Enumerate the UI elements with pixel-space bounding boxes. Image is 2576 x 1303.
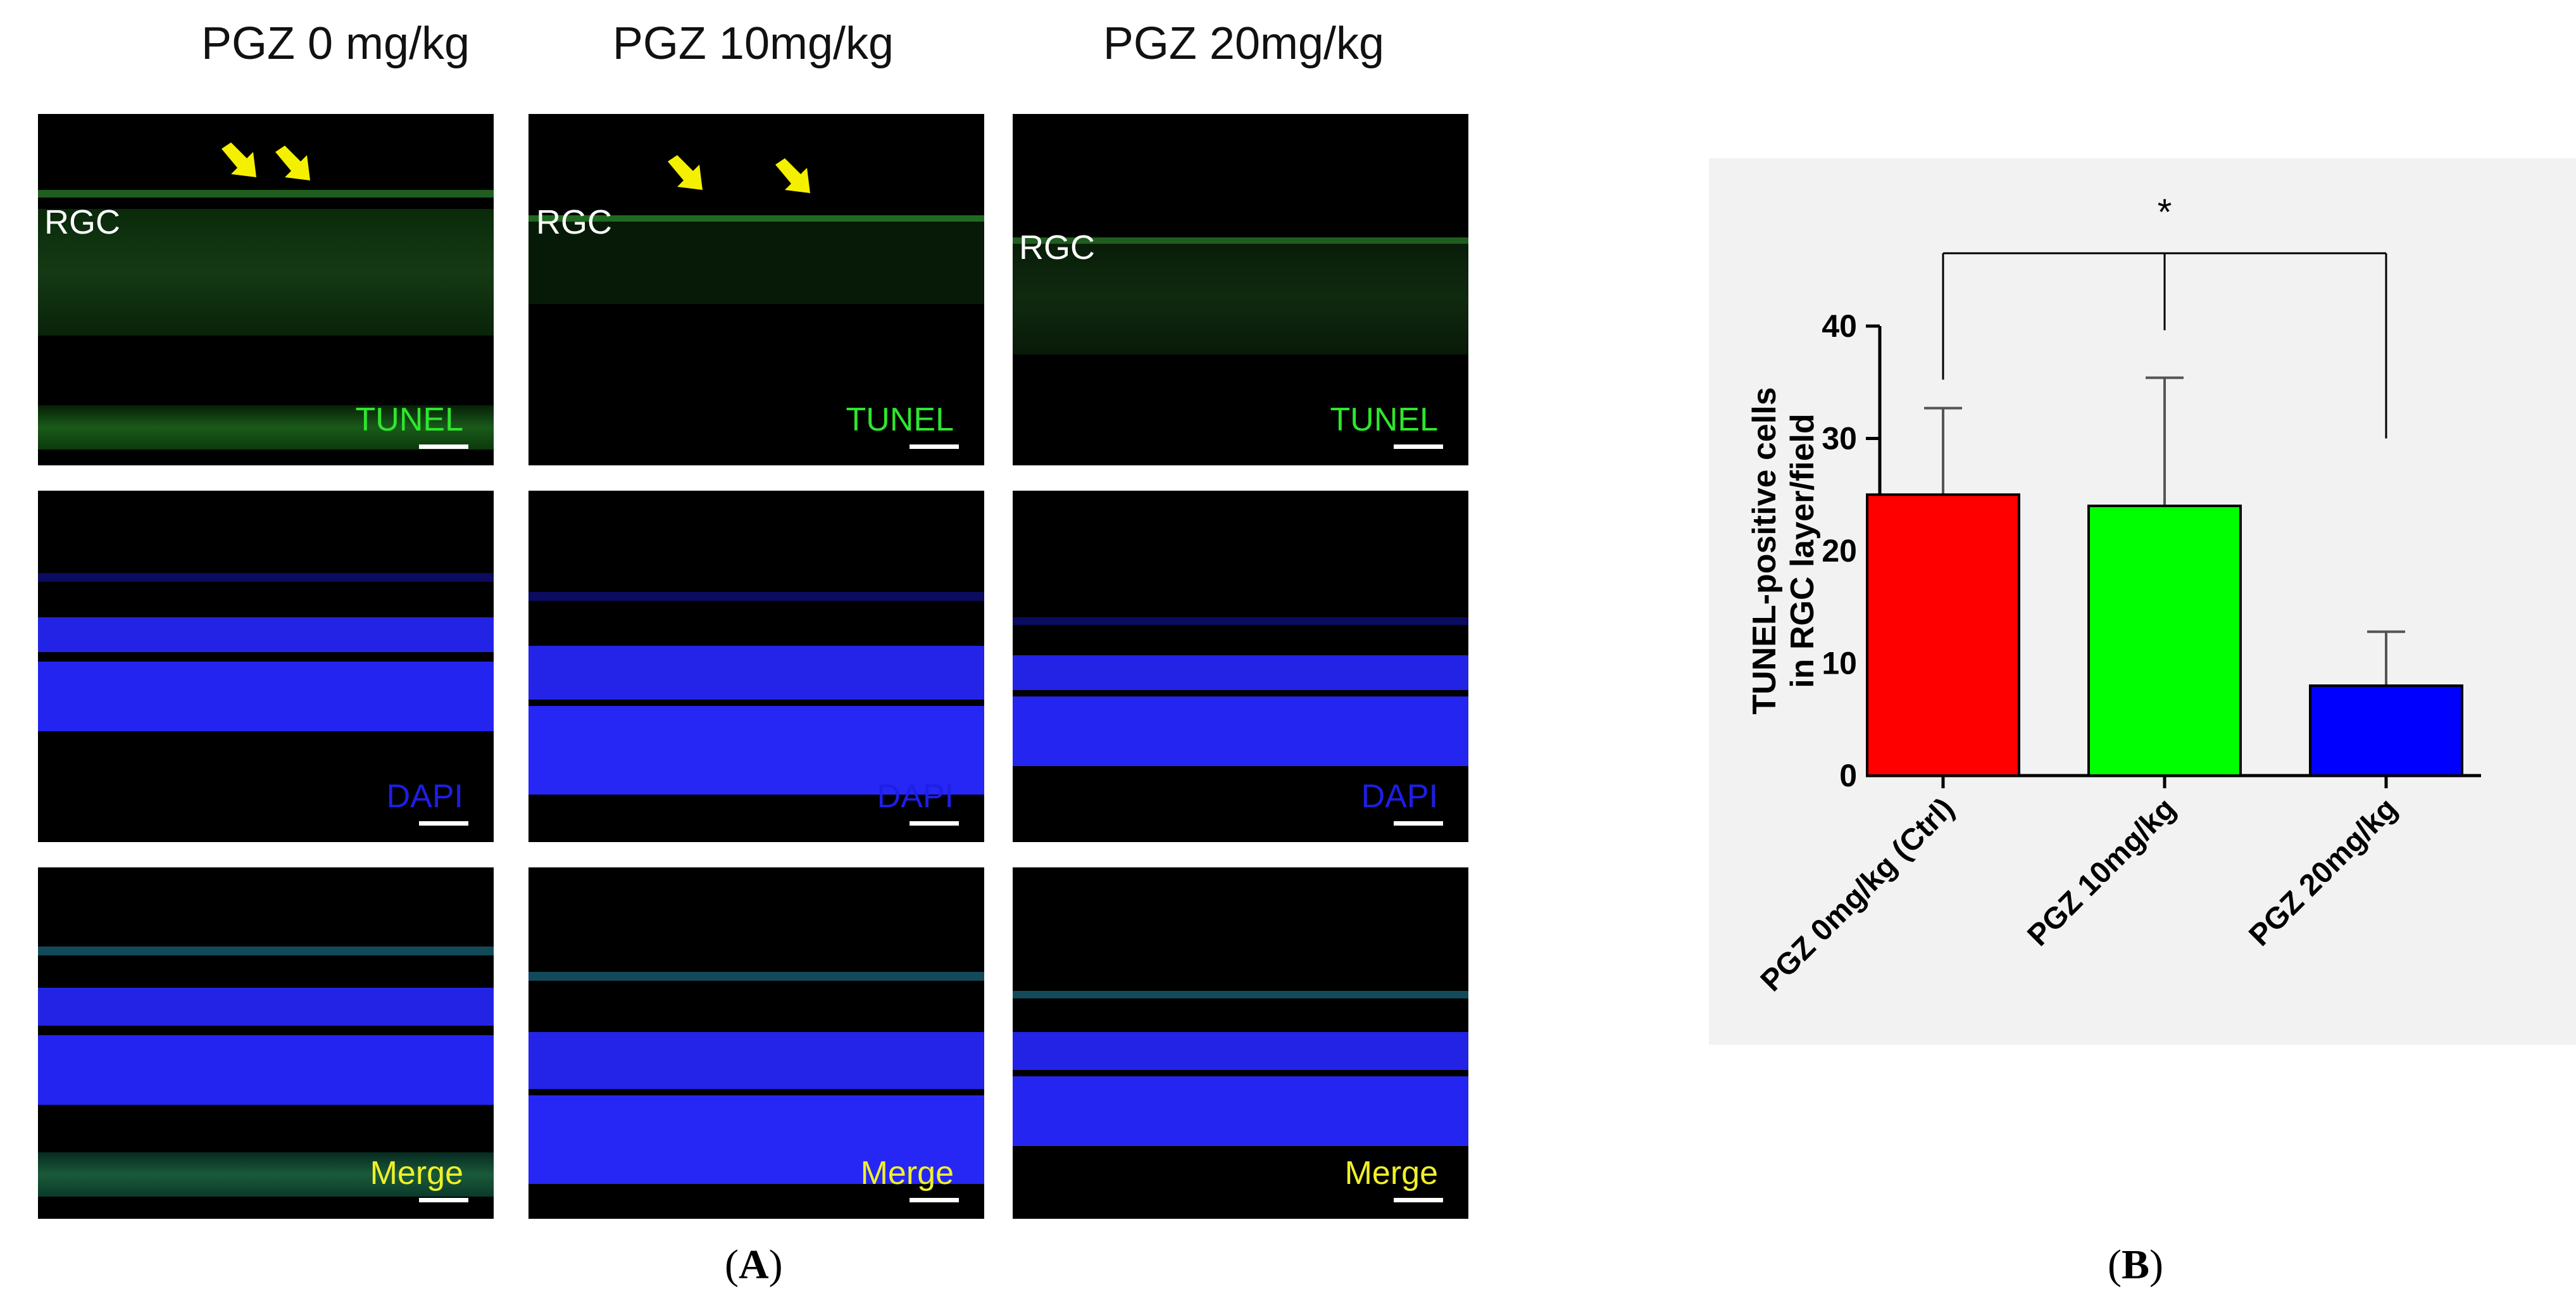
scale-bar bbox=[910, 821, 959, 826]
channel-label-dapi: DAPI bbox=[386, 778, 463, 815]
micrograph-merge-20: Merge bbox=[1013, 867, 1468, 1219]
x-tick-label: PGZ 20mg/kg bbox=[2242, 791, 2403, 952]
arrow-icon bbox=[275, 146, 310, 180]
y-axis-label: in RGC layer/field bbox=[1784, 413, 1821, 688]
micrograph-merge-0: Merge bbox=[38, 867, 494, 1219]
channel-label-merge: Merge bbox=[370, 1155, 463, 1192]
column-title-pgz-10: PGZ 10mg/kg bbox=[612, 18, 894, 69]
scale-bar bbox=[419, 821, 468, 826]
column-title-pgz-20: PGZ 20mg/kg bbox=[1103, 18, 1385, 69]
scale-bar bbox=[910, 444, 959, 449]
y-tick-label: 0 bbox=[1839, 758, 1857, 793]
bar-chart: 0 10 20 30 40 TUNEL-positive cells in RGC laye… bbox=[1709, 158, 2576, 1045]
channel-label-tunel: TUNEL bbox=[355, 401, 463, 438]
rgc-label: RGC bbox=[536, 203, 612, 241]
column-title-pgz-0: PGZ 0 mg/kg bbox=[201, 18, 470, 69]
scale-bar bbox=[419, 444, 468, 449]
scale-bar bbox=[1394, 1198, 1443, 1202]
channel-label-tunel: TUNEL bbox=[1330, 401, 1438, 438]
figure-label-a: (A) bbox=[725, 1242, 783, 1288]
micrograph-tunel-20: RGC TUNEL bbox=[1013, 114, 1468, 465]
y-tick-label: 20 bbox=[1822, 533, 1857, 569]
arrow-icon bbox=[775, 158, 810, 193]
arrow-icon bbox=[222, 142, 256, 177]
bar bbox=[1866, 493, 2020, 777]
bar bbox=[2309, 684, 2463, 777]
channel-label-merge: Merge bbox=[860, 1155, 954, 1192]
rgc-label: RGC bbox=[44, 203, 120, 241]
micrograph-tunel-0: RGC TUNEL bbox=[38, 114, 494, 465]
micrograph-dapi-10: DAPI bbox=[528, 491, 984, 842]
y-axis-label: TUNEL-positive cells bbox=[1746, 387, 1783, 714]
micrograph-tunel-10: RGC TUNEL bbox=[528, 114, 984, 465]
micrograph-merge-10: Merge bbox=[528, 867, 984, 1219]
channel-label-merge: Merge bbox=[1344, 1155, 1438, 1192]
micrograph-dapi-20: DAPI bbox=[1013, 491, 1468, 842]
scale-bar bbox=[1394, 444, 1443, 449]
channel-label-dapi: DAPI bbox=[1361, 778, 1438, 815]
figure-label-b: (B) bbox=[2108, 1242, 2163, 1288]
bar bbox=[2087, 505, 2242, 777]
scale-bar bbox=[910, 1198, 959, 1202]
arrow-icon bbox=[668, 155, 703, 190]
x-tick-label: PGZ 10mg/kg bbox=[2021, 791, 2182, 952]
x-tick-label: PGZ 0mg/kg (Ctrl) bbox=[1754, 791, 1961, 998]
micrograph-dapi-0: DAPI bbox=[38, 491, 494, 842]
rgc-label: RGC bbox=[1019, 229, 1095, 267]
y-tick-label: 40 bbox=[1822, 308, 1857, 344]
y-tick-label: 30 bbox=[1822, 421, 1857, 456]
significance-marker: * bbox=[2158, 192, 2172, 233]
channel-label-tunel: TUNEL bbox=[846, 401, 954, 438]
scale-bar bbox=[1394, 821, 1443, 826]
y-tick-label: 10 bbox=[1822, 646, 1857, 681]
channel-label-dapi: DAPI bbox=[877, 778, 954, 815]
scale-bar bbox=[419, 1198, 468, 1202]
